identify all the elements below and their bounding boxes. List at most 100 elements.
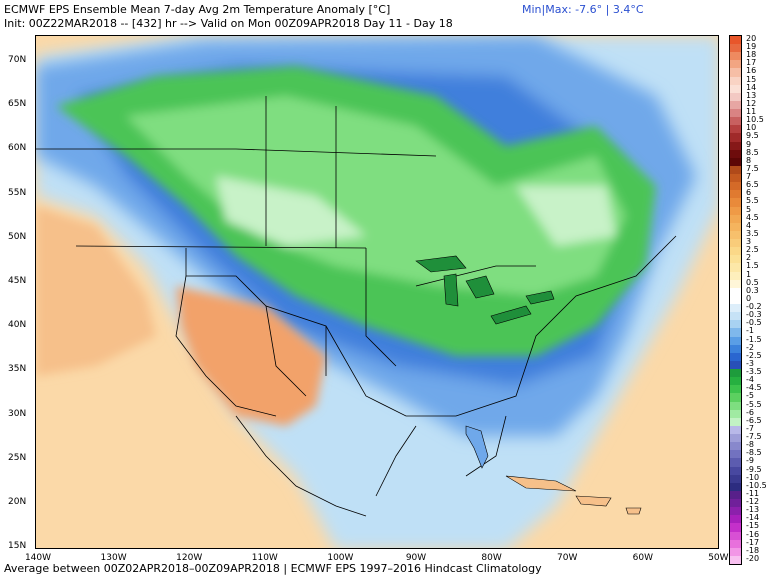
legend-label: 1.5 — [746, 261, 759, 271]
legend-swatch — [730, 295, 741, 305]
legend-label: 0.3 — [746, 285, 759, 295]
legend-label: -16 — [746, 529, 760, 539]
legend-label: -20 — [746, 553, 760, 563]
legend-label: 7 — [746, 172, 752, 182]
legend-swatch — [730, 239, 741, 248]
lat-label: 45N — [8, 276, 27, 286]
legend-swatch — [730, 92, 741, 102]
legend-swatch — [730, 393, 741, 403]
legend-swatch — [730, 125, 741, 134]
legend-swatch — [730, 417, 741, 427]
legend-swatch — [730, 515, 741, 524]
legend-swatch — [730, 206, 741, 216]
legend-swatch — [730, 458, 741, 467]
legend-label: 13 — [746, 90, 757, 100]
legend-swatch — [730, 352, 741, 362]
legend-label: 5.5 — [746, 196, 759, 206]
legend-swatch — [730, 369, 741, 378]
legend-label: -7.5 — [746, 432, 762, 442]
legend-swatch — [730, 271, 741, 281]
legend-swatch — [730, 141, 741, 151]
legend-swatch — [730, 76, 741, 86]
legend-label: 18 — [746, 50, 757, 60]
legend-swatch — [730, 466, 741, 476]
legend-label: 2 — [746, 253, 752, 263]
legend-label: -3 — [746, 358, 754, 368]
legend-label: -1 — [746, 326, 754, 336]
init-line: Init: 00Z22MAR2018 -- [432] hr --> Valid… — [4, 17, 453, 30]
legend-swatch — [730, 247, 741, 256]
legend-label: 1 — [746, 269, 752, 279]
legend-label: -4 — [746, 375, 754, 385]
legend-label: -0.5 — [746, 318, 762, 328]
legend-label: 5 — [746, 204, 752, 214]
legend-label: 10.5 — [746, 115, 764, 125]
legend-label: -5.5 — [746, 399, 762, 409]
legend-swatch — [730, 531, 741, 541]
lat-label: 40N — [8, 320, 27, 331]
lat-label: 60N — [8, 143, 27, 154]
legend-swatch — [730, 507, 741, 516]
legend-label: -12 — [746, 497, 760, 506]
legend-label: 9 — [746, 139, 752, 149]
legend-label: -8 — [746, 440, 754, 450]
legend-label: -6.5 — [746, 415, 762, 425]
lon-label: 60W — [632, 553, 653, 563]
legend-label: -0.2 — [746, 302, 762, 312]
legend-swatch — [730, 434, 741, 443]
legend-label: -7 — [746, 423, 754, 433]
caribbean-islands — [505, 475, 642, 515]
lon-label: 140W — [24, 553, 52, 563]
legend-swatch — [730, 133, 741, 143]
legend-label: 4 — [746, 220, 752, 230]
legend-label: 8.5 — [746, 147, 759, 157]
legend-label: 2.5 — [746, 245, 759, 255]
legend-swatch — [730, 474, 741, 484]
legend-label: -15 — [746, 521, 760, 531]
legend-label: 15 — [746, 74, 757, 84]
lon-label: 50W — [708, 553, 729, 563]
lon-label: 120W — [176, 553, 203, 563]
legend-swatch — [730, 304, 741, 313]
legend-label: 0 — [746, 293, 752, 303]
legend-swatch — [730, 539, 741, 549]
anomaly-strong-negative — [56, 66, 656, 356]
legend-swatch — [730, 336, 741, 346]
legend-label: -11 — [746, 488, 760, 498]
legend-swatch — [730, 377, 741, 386]
legend-swatch — [730, 263, 741, 273]
legend-swatch — [730, 100, 741, 110]
great-lakes — [415, 255, 555, 325]
legend-swatch — [730, 60, 741, 69]
legend-swatch — [730, 450, 741, 459]
lat-label: 35N — [8, 364, 27, 375]
legend-swatch — [730, 198, 741, 208]
legend-label: -5 — [746, 391, 754, 401]
legend-label: 8 — [746, 155, 752, 165]
legend-swatch — [730, 52, 741, 61]
lat-label: 15N — [8, 541, 27, 552]
lon-label: 70W — [557, 553, 578, 563]
legend-swatch — [730, 117, 741, 126]
lat-label: 30N — [8, 408, 27, 419]
legend-swatch — [730, 425, 741, 435]
legend-label: -9 — [746, 456, 754, 466]
legend-label: 6.5 — [746, 180, 759, 190]
legend-swatch — [730, 320, 741, 329]
legend-label: 20 — [746, 34, 757, 43]
legend-swatch — [730, 214, 741, 224]
lat-label: 55N — [8, 187, 27, 198]
legend-swatch — [730, 109, 741, 118]
lat-label: 50N — [8, 231, 27, 242]
legend-label: -8.5 — [746, 448, 762, 458]
legend-swatch — [730, 328, 741, 338]
legend-swatch — [730, 344, 741, 354]
anomaly-map — [35, 35, 719, 549]
legend-swatch — [730, 401, 741, 411]
lon-label: 80W — [481, 553, 502, 563]
legend-label: 14 — [746, 82, 757, 92]
lon-label: 90W — [405, 553, 427, 563]
legend-label: -10.5 — [746, 480, 767, 490]
legend-swatch — [730, 482, 741, 492]
florida — [465, 425, 489, 469]
